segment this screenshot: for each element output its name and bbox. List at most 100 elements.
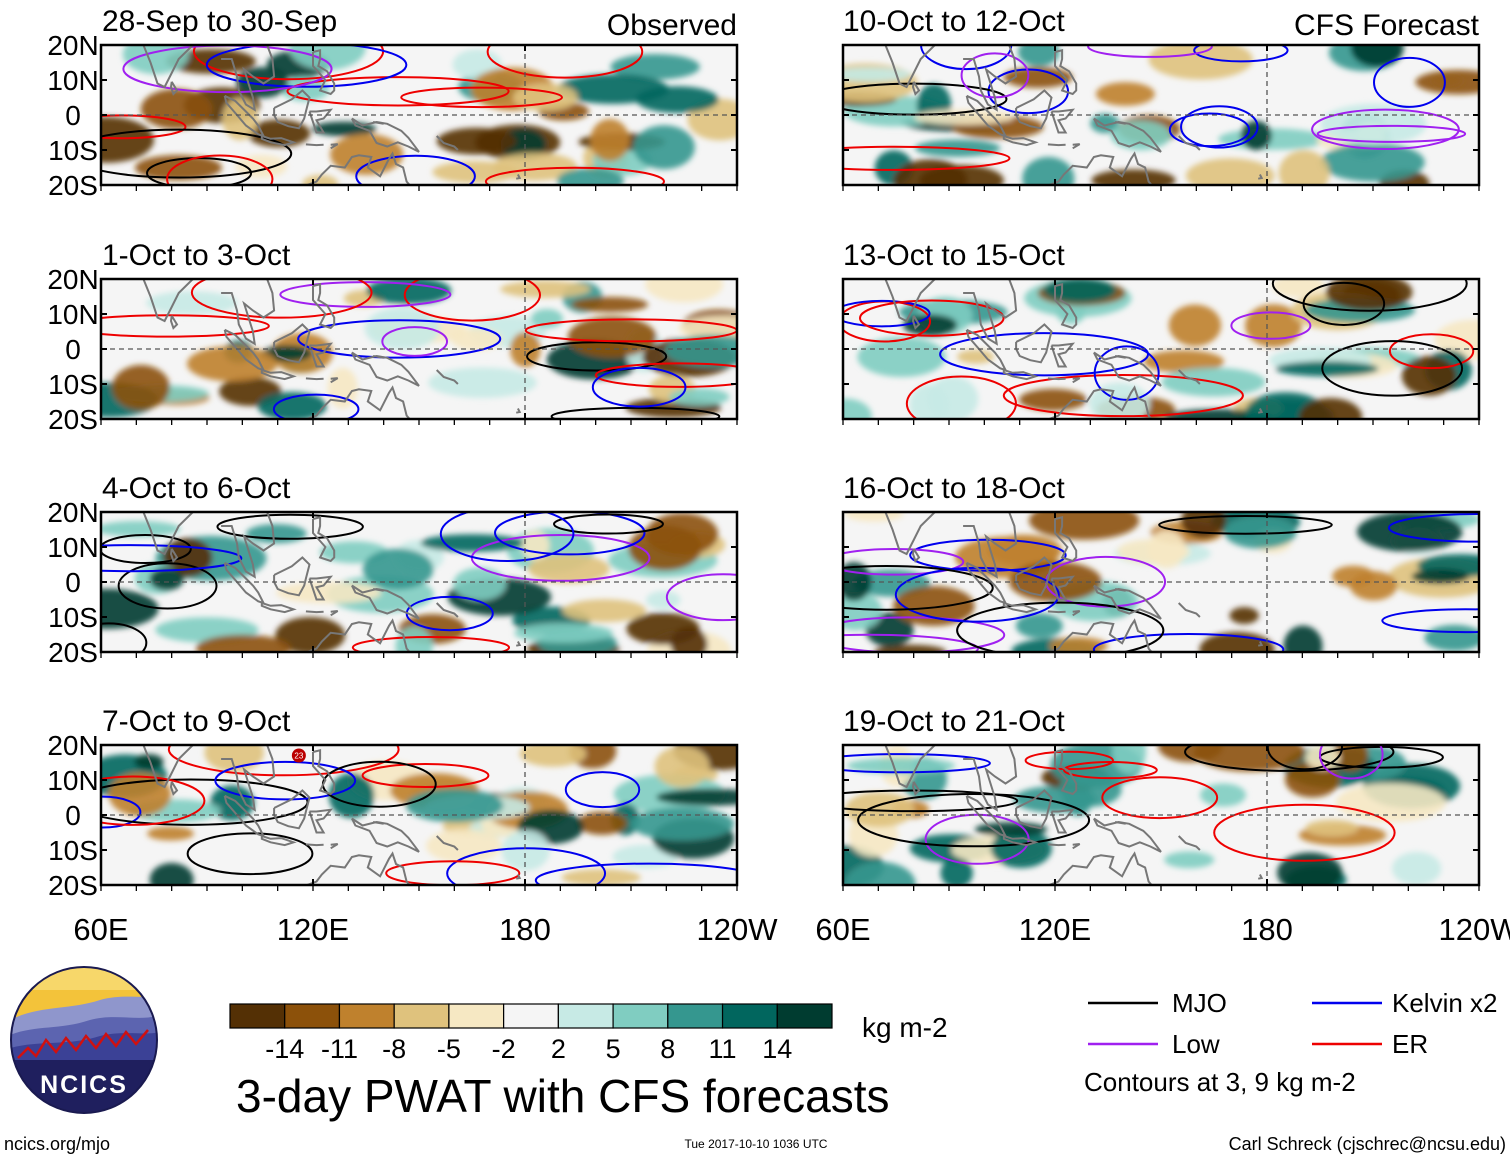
contour-er: [167, 745, 400, 777]
coastline: [330, 610, 339, 617]
coastline: [273, 556, 311, 597]
contour-kelvin: [214, 760, 357, 801]
contour-mjo: [101, 533, 192, 565]
storm-marker-label: 23: [294, 752, 303, 761]
y-tick-label: 0: [65, 334, 81, 365]
y-tick-label: 10S: [48, 369, 98, 400]
coastline: [1114, 355, 1126, 359]
coastline: [304, 385, 411, 419]
pwat-anomaly-blob: [1147, 530, 1186, 569]
colorbar-units: kg m-2: [862, 1012, 948, 1043]
pwat-anomaly-blob: [567, 316, 657, 358]
pwat-anomaly-blob: [405, 788, 504, 823]
coastline: [273, 89, 311, 130]
coastline: [1050, 108, 1076, 134]
column-label: CFS Forecast: [1294, 9, 1480, 42]
panel-title: 16-Oct to 18-Oct: [843, 472, 1065, 505]
coastline: [1177, 135, 1201, 151]
coastline: [1114, 121, 1126, 125]
coastline: [1047, 143, 1066, 147]
contour-kelvin: [1193, 45, 1289, 63]
coastline: [963, 745, 1018, 812]
contour-er: [101, 775, 206, 826]
contour-er: [385, 860, 521, 885]
pwat-anomaly-blob: [1244, 304, 1302, 348]
panel-title: 7-Oct to 9-Oct: [102, 705, 291, 738]
coastline: [1046, 151, 1153, 185]
coastline: [330, 143, 339, 150]
coastline: [1050, 342, 1076, 368]
contour-mjo: [1158, 515, 1333, 535]
pwat-anomaly-blob: [561, 869, 641, 885]
colorbar-tick-label: -11: [321, 1034, 358, 1064]
pwat-anomaly-blob: [426, 828, 502, 863]
y-tick-label: 0: [65, 100, 81, 131]
contour-er: [351, 636, 511, 652]
coastline: [472, 423, 477, 427]
pwat-anomaly-blob: [1091, 169, 1176, 185]
coastline: [221, 279, 276, 346]
x-tick-label: 120E: [277, 912, 349, 947]
footer-website: ncics.org/mjo: [4, 1134, 110, 1154]
pwat-anomaly-blob: [1090, 113, 1120, 134]
coastline: [169, 548, 179, 563]
coastline: [169, 81, 179, 96]
coastline: [516, 174, 522, 180]
pwat-anomaly-blob: [436, 127, 517, 155]
coastline: [1054, 516, 1078, 563]
coastline: [1046, 851, 1153, 885]
pwat-anomaly-blob: [1015, 613, 1063, 639]
pwat-anomaly-blob: [101, 588, 159, 629]
contour-low: [843, 616, 1006, 652]
coastline: [312, 49, 336, 96]
colorbar-swatch: [338, 1003, 395, 1029]
pwat-anomaly-blob: [112, 364, 170, 410]
pwat-field: [843, 745, 1479, 885]
pwat-anomaly-blob: [1298, 398, 1363, 419]
pwat-anomaly-blob: [656, 788, 737, 806]
contour-low: [1311, 108, 1460, 150]
contour-kelvin: [534, 862, 737, 885]
contour-kelvin: [1387, 512, 1479, 543]
coastline: [305, 143, 324, 147]
contour-low: [1316, 124, 1467, 143]
map-panel-1: 20N 10N 0 10S 20S 28-Sep to 30-Sep Observed: [47, 5, 739, 201]
contour-kelvin: [843, 753, 991, 774]
coastline: [963, 279, 1018, 346]
coastline: [1177, 602, 1201, 618]
contour-kelvin: [1373, 56, 1446, 108]
coastline: [1258, 641, 1264, 647]
pwat-anomaly-blob: [846, 757, 956, 774]
pwat-anomaly-blob: [1349, 571, 1398, 601]
pwat-anomaly-blob: [134, 155, 222, 181]
pwat-anomaly-blob: [420, 534, 524, 552]
coastline: [1050, 808, 1076, 834]
pwat-anomaly-blob: [571, 296, 648, 313]
pwat-anomaly-blob: [195, 634, 291, 652]
contours: [843, 279, 1475, 419]
contour-mjo: [843, 565, 994, 611]
legend-label-er: ER: [1392, 1029, 1428, 1059]
map-panel-6: 13-Oct to 15-Oct: [841, 239, 1481, 427]
coastline: [516, 641, 522, 647]
y-tick-label: 20N: [47, 497, 98, 528]
coastline: [304, 618, 411, 652]
y-tick-label: 10N: [47, 532, 98, 563]
coastline: [221, 45, 276, 112]
pwat-anomaly-blob: [1148, 45, 1253, 80]
coastline: [312, 283, 336, 330]
coastline: [304, 151, 411, 185]
coastline: [273, 323, 311, 364]
pwat-anomaly-blob: [519, 745, 587, 767]
contour-er: [905, 375, 1017, 419]
contour-er: [361, 762, 490, 788]
contour-er: [858, 299, 1005, 337]
coastlines: [884, 512, 1264, 652]
contour-er: [1388, 333, 1475, 370]
pwat-anomaly-blob: [1163, 409, 1272, 419]
pwat-field: [101, 745, 737, 885]
pwat-anomaly-blob: [492, 152, 578, 181]
coastline: [1214, 423, 1219, 427]
pwat-anomaly-blob: [1356, 512, 1463, 552]
